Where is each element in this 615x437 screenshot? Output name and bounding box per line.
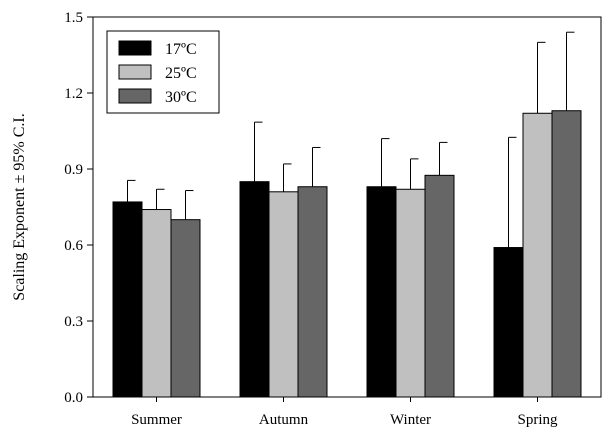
y-axis-label: Scaling Exponent ± 95% C.I. <box>11 113 28 300</box>
bar-winter-1 <box>366 186 397 398</box>
bar-spring-3 <box>551 110 582 398</box>
bar-autumn-2 <box>268 191 299 398</box>
legend-swatch <box>118 64 152 80</box>
bar-winter-2 <box>395 188 426 398</box>
bar-spring-2 <box>522 112 553 398</box>
bar-summer-3 <box>170 219 201 398</box>
x-tick-label: Winter <box>390 412 431 428</box>
x-tick-label: Summer <box>131 412 182 428</box>
bar-autumn-3 <box>297 186 328 398</box>
y-tick-label: 1.2 <box>64 86 83 102</box>
x-tick-label: Spring <box>517 412 558 428</box>
y-tick-label: 0.9 <box>64 162 83 178</box>
y-tick-label: 0.6 <box>64 238 83 254</box>
bar-autumn-1 <box>239 181 270 398</box>
legend: 17ºC 25ºC 30ºC <box>106 30 220 114</box>
legend-swatch <box>118 88 152 104</box>
legend-label: 30ºC <box>165 89 197 106</box>
y-tick-label: 0.0 <box>64 390 83 406</box>
legend-label: 17ºC <box>165 41 197 58</box>
bar-spring-1 <box>493 247 524 398</box>
y-tick-label: 0.3 <box>64 314 83 330</box>
bar-summer-2 <box>141 209 172 398</box>
x-tick-label: Autumn <box>259 412 309 428</box>
bar-summer-1 <box>112 201 143 398</box>
legend-label: 25ºC <box>165 65 197 82</box>
bar-winter-3 <box>424 174 455 398</box>
legend-swatch <box>118 40 152 56</box>
plot-frame <box>92 16 602 398</box>
y-tick-label: 1.5 <box>64 10 83 26</box>
